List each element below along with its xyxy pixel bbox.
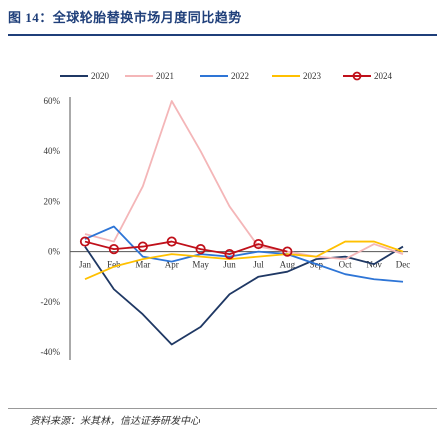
y-tick-label: 60% [44,96,61,106]
series-point-2024 [253,238,264,250]
series-group [79,100,404,346]
series-line-2020 [84,245,404,346]
y-ticks: -40% -20% 0% 20% 40% 60% [41,96,61,357]
y-tick-label: 20% [44,196,61,206]
x-tick-label: Feb [107,260,121,270]
y-tick-label: -40% [41,347,61,357]
y-tick-label: 40% [44,146,61,156]
source-note: 资料来源：米其林，信达证券研发中心 [30,416,200,427]
series-point-2024 [166,236,177,247]
x-tick-label: Aug [280,260,296,270]
series-point-2024 [108,243,120,255]
x-tick-label: Jun [223,260,236,270]
chart-title: 图 14：全球轮胎替换市场月度同比趋势 [8,10,242,25]
series-point-2024 [137,241,148,252]
series-point-2024 [195,243,206,255]
x-tick-label: Oct [339,260,352,270]
x-tick-label: Apr [165,260,179,270]
series-point-2024 [79,236,91,247]
series-point-2024 [224,249,235,260]
series-point-2024 [282,246,293,257]
x-tick-label: Dec [396,260,411,270]
y-tick-label: 0% [48,247,61,257]
x-tick-label: Mar [135,260,150,270]
x-tick-label: Jul [253,260,264,270]
series-line-2021 [84,100,404,261]
series-line-2023 [84,240,404,281]
legend-label-2024: 2024 [374,71,393,81]
legend-marker-2024 [352,71,362,81]
source-rule [8,408,437,409]
legend-label-2020: 2020 [91,71,110,81]
legend-label-2021: 2021 [156,71,174,81]
x-tick-label: Jan [79,260,91,270]
title-rule [8,34,437,36]
legend: 2020 2021 2022 2023 2024 [60,71,393,81]
legend-label-2022: 2022 [231,71,249,81]
y-tick-label: -20% [41,297,61,307]
series-line-2022 [84,225,404,283]
legend-label-2023: 2023 [303,71,322,81]
x-tick-label: May [192,260,209,270]
